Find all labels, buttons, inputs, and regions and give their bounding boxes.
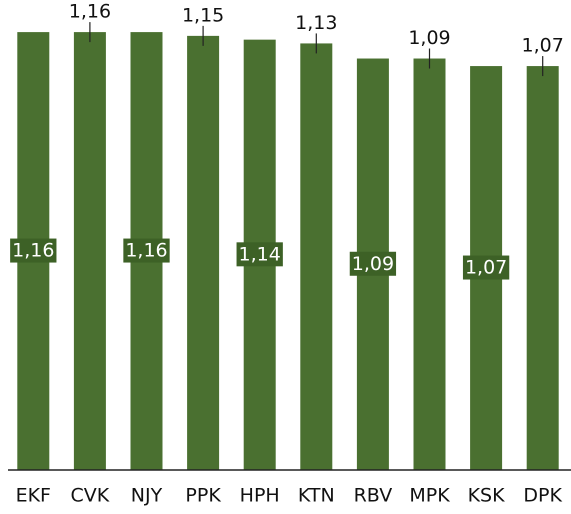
value-label: 1,07 — [522, 35, 564, 57]
x-tick-label: RBV — [354, 485, 393, 507]
bar — [300, 43, 333, 471]
value-label: 1,09 — [352, 253, 394, 275]
x-tick-label: PPK — [185, 485, 221, 507]
value-label-box — [123, 238, 170, 263]
value-label-box — [462, 255, 510, 280]
value-label: 1,16 — [69, 1, 111, 23]
bar — [187, 35, 220, 470]
x-tick-label: KTN — [298, 485, 335, 507]
value-label: 1,14 — [239, 243, 281, 265]
value-label-box — [236, 242, 283, 267]
bar — [526, 66, 559, 470]
value-label-box — [349, 251, 397, 276]
value-label: 1,15 — [182, 4, 224, 26]
value-label: 1,13 — [295, 12, 337, 34]
x-tick-label: EKF — [16, 485, 51, 507]
x-tick-label: HPH — [240, 485, 280, 507]
bar — [73, 32, 106, 470]
x-tick-label: DPK — [523, 485, 562, 507]
x-tick-label: CVK — [71, 485, 110, 507]
bar — [413, 58, 446, 471]
x-tick-label: KSK — [468, 485, 506, 507]
x-tick-label: MPK — [409, 485, 450, 507]
value-label-box — [10, 238, 57, 263]
value-label: 1,09 — [408, 27, 450, 49]
x-tick-label: NJY — [131, 485, 163, 507]
value-label: 1,07 — [465, 257, 507, 279]
value-label: 1,16 — [12, 240, 54, 262]
value-label: 1,16 — [125, 240, 167, 262]
